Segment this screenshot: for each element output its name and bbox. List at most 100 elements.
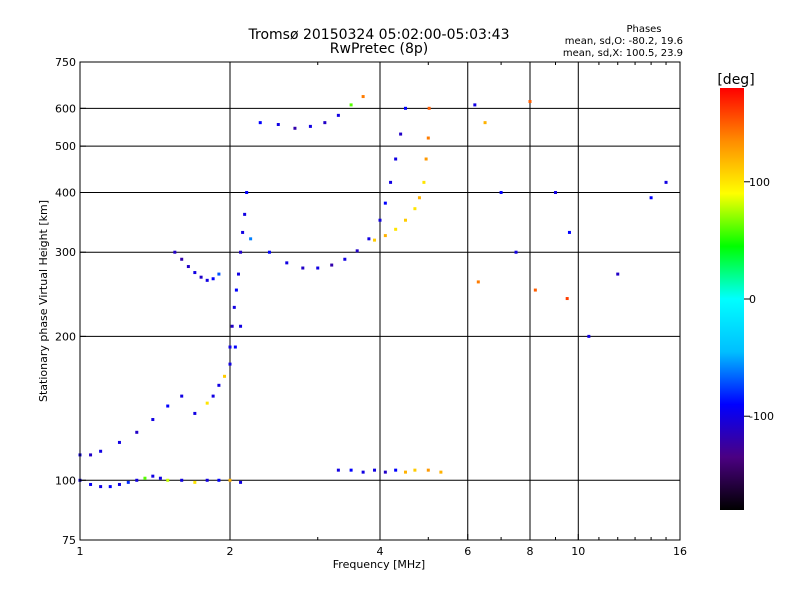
data-point	[649, 196, 653, 200]
data-point	[587, 334, 591, 338]
data-point	[349, 103, 353, 107]
data-point	[533, 288, 537, 292]
y-axis: 75 100 200 300 400 500 600 750	[55, 56, 86, 547]
data-point	[223, 374, 227, 378]
data-point	[205, 278, 209, 282]
data-point	[403, 470, 407, 474]
data-point	[245, 190, 249, 194]
y-tick-label: 300	[55, 246, 76, 259]
data-point	[166, 404, 170, 408]
data-point	[239, 250, 243, 254]
data-point	[217, 383, 221, 387]
data-point	[135, 478, 139, 482]
data-point	[664, 180, 668, 184]
x-tick-label: 1	[77, 545, 84, 558]
data-point	[228, 478, 232, 482]
data-point	[616, 272, 620, 276]
data-point	[193, 480, 197, 484]
colorbar-tick-label: -100	[749, 410, 774, 423]
data-point	[180, 478, 184, 482]
data-point	[232, 305, 236, 309]
data-point	[89, 482, 93, 486]
x-tick-label: 4	[377, 545, 384, 558]
data-point	[180, 394, 184, 398]
data-point	[373, 468, 377, 472]
data-point	[301, 266, 305, 270]
data-point	[117, 440, 121, 444]
data-point	[293, 126, 297, 130]
data-point	[166, 478, 170, 482]
data-point	[514, 250, 518, 254]
data-point	[343, 257, 347, 261]
data-point	[355, 249, 359, 253]
x-tick-label: 2	[227, 545, 234, 558]
data-point	[234, 288, 238, 292]
data-point	[249, 237, 253, 241]
data-point	[228, 362, 232, 366]
data-point	[180, 257, 184, 261]
x-axis: 1 2 4 6 8 10 16	[77, 62, 687, 558]
data-point	[383, 201, 387, 205]
data-point	[378, 218, 382, 222]
data-point	[349, 468, 353, 472]
series-group	[336, 468, 443, 474]
data-point	[361, 470, 365, 474]
data-point	[233, 345, 237, 349]
colorbar	[720, 88, 744, 510]
x-tick-label: 10	[571, 545, 585, 558]
data-point	[499, 190, 503, 194]
data-point	[258, 121, 262, 125]
data-point	[422, 180, 426, 184]
x-tick-label: 16	[673, 545, 687, 558]
data-point	[108, 485, 112, 489]
data-point	[205, 401, 209, 405]
data-point	[336, 113, 340, 117]
scatter-points	[78, 95, 668, 489]
data-point	[193, 271, 197, 275]
data-point	[424, 157, 428, 161]
data-point	[243, 212, 247, 216]
data-point	[373, 238, 377, 242]
colorbar-tick-label: 0	[749, 293, 756, 306]
data-point	[528, 100, 532, 104]
grid-lines	[80, 62, 680, 540]
data-point	[439, 470, 443, 474]
data-point	[89, 453, 93, 457]
data-point	[143, 476, 147, 480]
data-point	[211, 394, 215, 398]
y-axis-label: Stationary phase Virtual Height [km]	[37, 200, 50, 402]
data-point	[336, 468, 340, 472]
data-point	[394, 468, 398, 472]
data-point	[151, 474, 155, 478]
data-point	[239, 324, 243, 328]
data-point	[483, 121, 487, 125]
series-group	[173, 250, 221, 282]
series-group	[78, 474, 243, 489]
series-group	[258, 95, 365, 130]
data-point	[394, 227, 398, 231]
data-point	[308, 124, 312, 128]
x-tick-label: 8	[527, 545, 534, 558]
y-tick-label: 400	[55, 186, 76, 199]
series-group	[228, 190, 249, 349]
data-point	[323, 121, 327, 125]
data-point	[476, 280, 480, 284]
data-point	[427, 106, 431, 110]
chart-title: Tromsø 20150324 05:02:00-05:03:43	[248, 27, 510, 43]
data-point	[151, 418, 155, 422]
data-point	[567, 230, 571, 234]
data-point	[186, 265, 190, 269]
data-point	[217, 272, 221, 276]
data-point	[413, 207, 417, 211]
data-point	[217, 478, 221, 482]
data-point	[99, 449, 103, 453]
data-point	[199, 275, 203, 279]
data-point	[403, 218, 407, 222]
stats-x-line: mean, sd,X: 100.5, 23.9	[563, 48, 683, 59]
data-point	[173, 250, 177, 254]
data-point	[285, 261, 289, 265]
data-point	[267, 250, 271, 254]
data-point	[236, 272, 240, 276]
data-point	[276, 123, 280, 127]
